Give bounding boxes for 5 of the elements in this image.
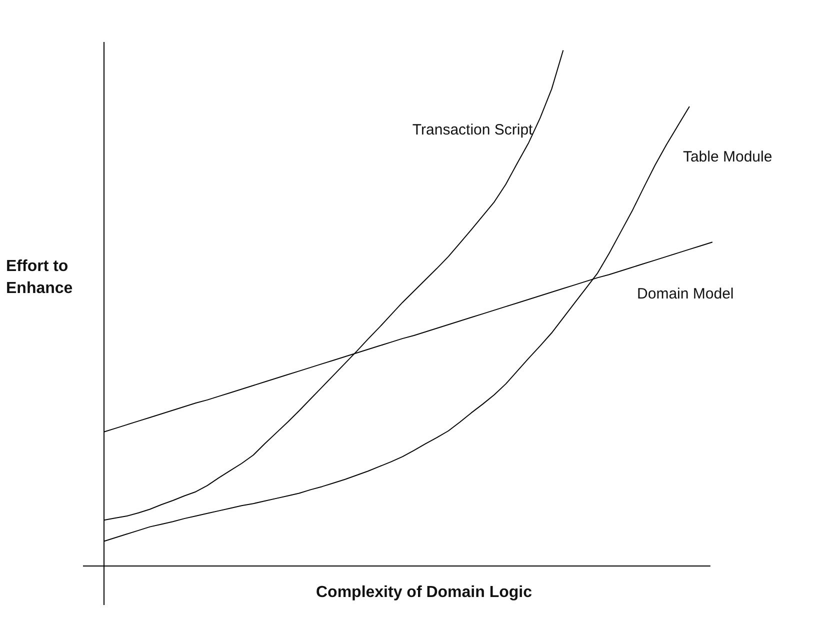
series-label: Transaction Script <box>412 122 534 139</box>
series-label: Domain Model <box>637 286 734 303</box>
series-label: Table Module <box>682 148 772 166</box>
y-axis-title: Effort to Enhance <box>6 257 73 299</box>
x-axis-title: Complexity of Domain Logic <box>314 584 533 602</box>
